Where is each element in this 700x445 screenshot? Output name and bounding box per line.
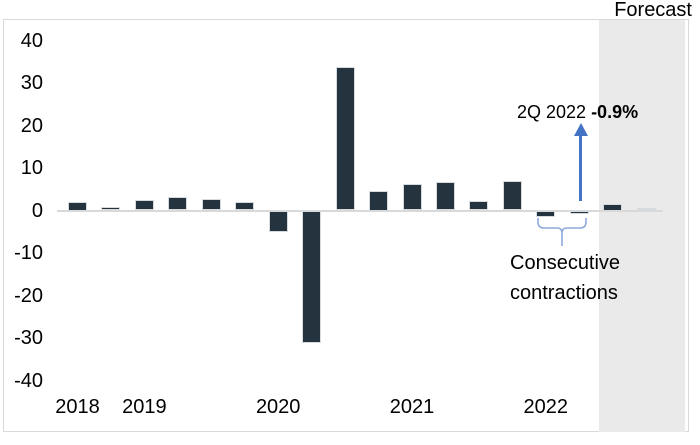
bar-3q-2020 [335,66,355,211]
bar-2q-2019 [168,196,188,211]
callout-arrow-up-icon [574,123,588,136]
bar-4q-2021 [502,181,522,211]
bar-4q-2022-forecast [636,207,656,211]
bar-3q-2019 [201,198,221,211]
bar-1q-2019 [134,200,154,211]
consecutive-contractions-label: Consecutive contractions [510,248,620,308]
bar-2q-2021 [435,182,455,211]
bar-4q-2020 [369,191,389,211]
bar-4q-2019 [235,202,255,211]
zero-axis-line [57,209,663,212]
callout-arrow-line [579,135,582,201]
y-tick-label--20: -20 [14,284,43,307]
y-tick-label-0: 0 [31,199,43,222]
y-tick-label--30: -30 [14,327,43,349]
y-tick-label--10: -10 [14,242,43,264]
bracket-label-line1: Consecutive [510,252,621,274]
bar-1q-2021 [402,183,422,211]
bar-1q-2022 [536,210,556,218]
y-tick-label-30: 30 [20,72,43,94]
x-tick-label-2018: 2018 [55,396,100,418]
callout-2q2022: 2Q 2022 -0.9% [517,102,638,122]
bar-3q-2021 [469,200,489,211]
y-tick-label-10: 10 [20,157,43,179]
bracket-label-line2: contractions [510,282,618,304]
bar-3q-2018 [68,202,87,211]
forecast-region-label: Forecast [614,0,692,21]
x-tick-label-2020: 2020 [255,396,301,418]
x-tick-label-2022: 2022 [523,396,569,418]
bar-2q-2022 [569,210,589,215]
bar-2q-2020 [302,210,322,344]
consecutive-contractions-bracket-icon [537,218,587,246]
bar-3q-2022-forecast [603,204,623,211]
callout-quarter-text: 2Q 2022 [517,102,592,122]
callout-value-text: -0.9% [591,102,639,122]
y-tick-label--40: -40 [14,369,43,392]
y-tick-label-20: 20 [20,114,43,137]
bar-1q-2020 [268,210,288,233]
x-tick-label-2021: 2021 [389,396,435,418]
forecast-shaded-band [599,20,685,432]
y-tick-label-40: 40 [20,29,43,52]
x-tick-label-2019: 2019 [122,396,167,418]
bar-4q-2018 [101,206,121,211]
